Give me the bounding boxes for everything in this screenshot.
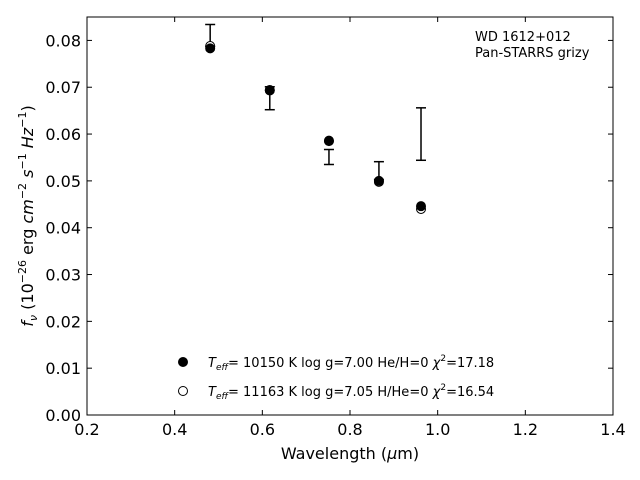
y-tick-label: 0.04 xyxy=(45,219,81,238)
y-tick-label: 0.05 xyxy=(45,172,81,191)
y-tick-label: 0.03 xyxy=(45,266,81,285)
y-tick-label: 0.00 xyxy=(45,406,81,425)
survey-annotation: Pan-STARRS grizy xyxy=(475,46,590,61)
model-points xyxy=(205,41,427,214)
x-tick-label: 1.0 xyxy=(425,420,450,439)
observed-errorbar xyxy=(323,148,334,166)
y-tick-label: 0.07 xyxy=(45,78,81,97)
model-point-filled xyxy=(323,135,334,146)
observed-errorbar xyxy=(416,107,427,162)
x-tick-label: 0.8 xyxy=(337,420,362,439)
axis-ticks: 0.2 0.4 0.6 0.8 1.0 1.2 1.4 0.00 0.01 0.02 0.03 0.0… xyxy=(45,17,626,439)
object-annotation: WD 1612+012 xyxy=(475,30,571,45)
legend-marker-open xyxy=(178,386,188,396)
y-tick-label: 0.02 xyxy=(45,312,81,331)
plot-area xyxy=(86,16,614,416)
x-tick-label: 1.2 xyxy=(513,420,538,439)
model-point-filled xyxy=(264,85,275,96)
x-tick-label: 0.4 xyxy=(162,420,187,439)
model-point-filled xyxy=(205,43,216,54)
y-tick-label: 0.01 xyxy=(45,359,81,378)
y-tick-label: 0.08 xyxy=(45,31,81,50)
x-axis-label: Wavelength (μm) xyxy=(281,444,419,463)
y-tick-label: 0.06 xyxy=(45,125,81,144)
x-tick-label: 1.4 xyxy=(600,420,625,439)
legend-entry-2: Teff= 11163 K log g=7.05 H/He=0 χ2=16.54 xyxy=(208,383,494,402)
model-point-filled xyxy=(416,201,427,212)
legend-marker-filled xyxy=(178,357,188,367)
x-tick-label: 0.2 xyxy=(74,420,99,439)
legend-entry-1: Teff= 10150 K log g=7.00 He/H=0 χ2=17.18 xyxy=(208,354,494,373)
x-tick-label: 0.6 xyxy=(250,420,275,439)
legend: Teff= 10150 K log g=7.00 He/H=0 χ2=17.18… xyxy=(178,354,494,402)
y-axis-label: fν (10−26 erg cm−2 s−1 Hz−1) xyxy=(16,105,40,326)
model-point-filled xyxy=(373,175,384,186)
